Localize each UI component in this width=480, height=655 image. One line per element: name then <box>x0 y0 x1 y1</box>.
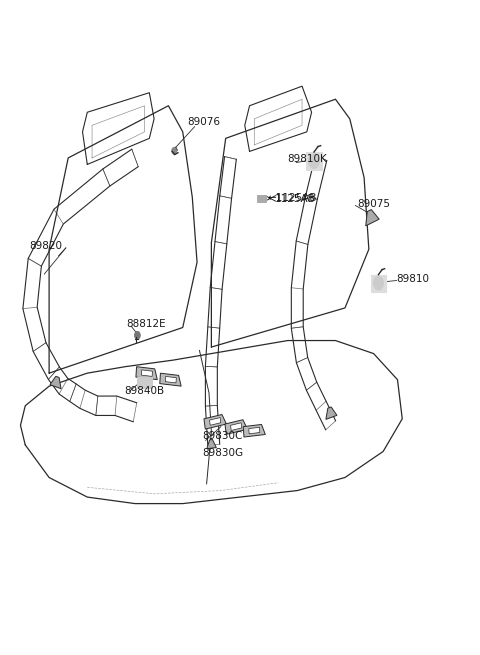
Polygon shape <box>50 376 61 389</box>
Polygon shape <box>210 418 221 425</box>
Polygon shape <box>230 422 242 430</box>
Text: 89830C: 89830C <box>202 432 242 441</box>
Polygon shape <box>204 415 227 429</box>
Text: 89076: 89076 <box>188 117 220 127</box>
Polygon shape <box>160 373 181 386</box>
Text: ←1125AB: ←1125AB <box>268 193 317 203</box>
Text: 89075: 89075 <box>357 198 390 208</box>
Circle shape <box>373 276 384 290</box>
Text: 89840B: 89840B <box>124 386 165 396</box>
Polygon shape <box>142 370 153 377</box>
Polygon shape <box>225 420 247 434</box>
Circle shape <box>134 331 140 339</box>
Text: 1125AB: 1125AB <box>275 194 315 204</box>
Bar <box>257 195 266 202</box>
Bar <box>371 274 386 291</box>
Text: 89810: 89810 <box>396 274 430 284</box>
Text: 88812E: 88812E <box>126 318 166 329</box>
Polygon shape <box>243 424 265 437</box>
Circle shape <box>172 147 177 154</box>
Polygon shape <box>249 427 260 434</box>
Text: 89830G: 89830G <box>202 448 243 458</box>
Polygon shape <box>326 407 337 419</box>
Bar <box>306 152 322 170</box>
Text: 89820: 89820 <box>29 241 62 251</box>
Polygon shape <box>136 367 157 380</box>
Bar <box>137 377 152 388</box>
Circle shape <box>309 154 319 168</box>
Polygon shape <box>207 440 216 449</box>
Polygon shape <box>165 377 176 383</box>
Text: 89810K: 89810K <box>288 154 327 164</box>
Polygon shape <box>366 210 379 226</box>
